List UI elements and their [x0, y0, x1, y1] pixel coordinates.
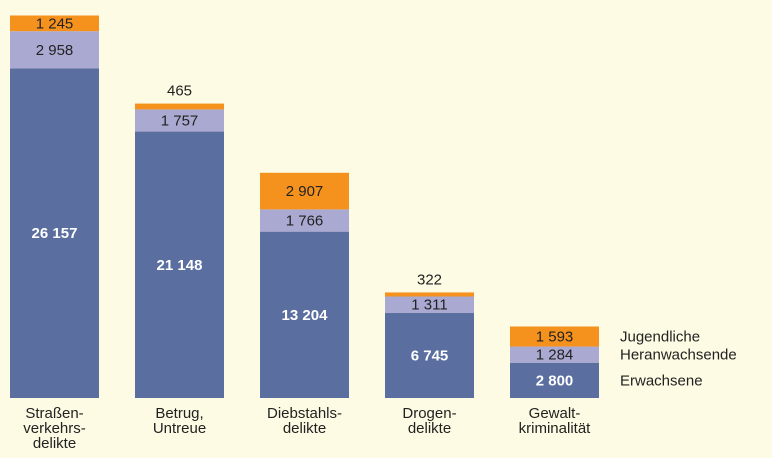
x-tick-label-line: Betrug, — [155, 405, 203, 422]
bar-segment — [385, 296, 474, 314]
x-tick-label: Betrug, Untreue — [153, 405, 206, 437]
bar-segment — [135, 131, 224, 398]
x-tick-label-line: Gewalt- — [529, 405, 581, 422]
value-label: 1 593 — [536, 328, 574, 345]
legend-label: Heranwachsende — [620, 347, 737, 364]
bar-segment — [135, 109, 224, 132]
bar-segment — [260, 209, 349, 232]
value-label: 1 245 — [36, 15, 74, 32]
x-tick-label-line: delikte — [33, 435, 76, 452]
bar-segment — [10, 31, 99, 69]
legend-label: Erwachsene — [620, 372, 703, 389]
x-tick-label: Gewalt-kriminalität — [519, 405, 592, 437]
bar-segment — [135, 103, 224, 110]
x-tick-label-line: Straßen- — [25, 405, 83, 422]
bar-segment — [510, 326, 599, 347]
value-label: 2 958 — [36, 42, 74, 59]
legend-label: Jugendliche — [620, 328, 700, 345]
bar-segment — [10, 15, 99, 32]
value-label: 6 745 — [411, 347, 449, 364]
bar-segment — [260, 231, 349, 398]
value-label: 1 311 — [411, 297, 447, 314]
value-label: 2 800 — [536, 372, 574, 389]
bar-segment — [510, 362, 599, 398]
value-label: 322 — [417, 271, 442, 288]
bar-segment — [10, 68, 99, 399]
value-label: 1 284 — [536, 347, 574, 364]
x-tick-label-line: kriminalität — [519, 420, 592, 437]
bar-segment — [385, 292, 474, 297]
value-label: 2 907 — [286, 183, 324, 200]
bar-segment — [385, 313, 474, 398]
bar-segment — [260, 172, 349, 210]
x-tick-label-line: Diebstahls- — [267, 405, 342, 422]
x-tick-label-line: Untreue — [153, 420, 206, 437]
x-tick-label-line: delikte — [283, 420, 326, 437]
value-label: 26 157 — [32, 225, 78, 242]
x-tick-label: Drogen-delikte — [402, 405, 456, 437]
x-tick-label: Straßen-verkehrs-delikte — [23, 405, 86, 452]
value-label: 13 204 — [282, 307, 329, 324]
x-tick-label-line: delikte — [408, 420, 451, 437]
bar-segment — [510, 346, 599, 363]
value-label: 465 — [167, 83, 192, 100]
x-tick-label: Diebstahls-delikte — [267, 405, 342, 437]
x-tick-label-line: Drogen- — [402, 405, 456, 422]
value-label: 1 757 — [161, 112, 199, 129]
value-label: 21 148 — [157, 257, 203, 274]
value-label: 1 766 — [286, 212, 324, 229]
x-tick-label-line: verkehrs- — [23, 420, 86, 437]
